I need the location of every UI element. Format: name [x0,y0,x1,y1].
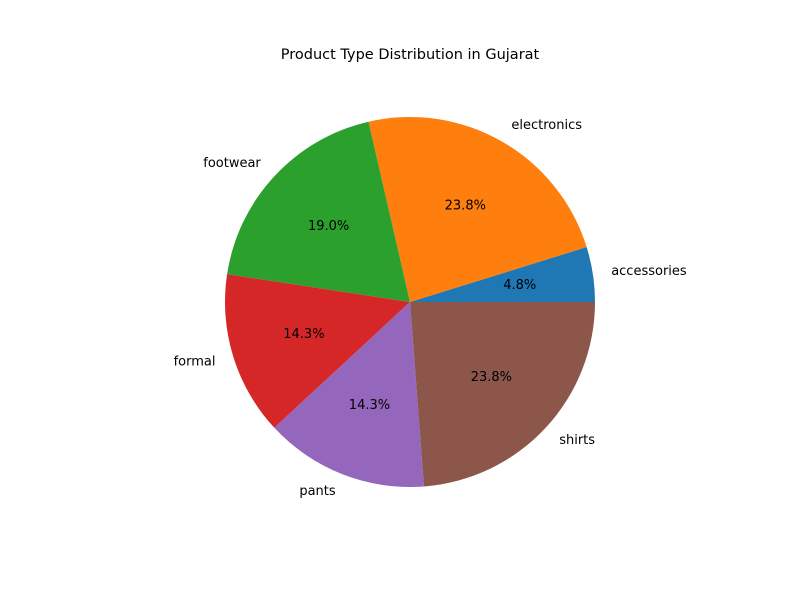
percent-label-pants: 14.3% [349,398,390,413]
percent-label-footwear: 19.0% [308,219,349,234]
slice-label-footwear: footwear [203,156,261,171]
slice-label-accessories: accessories [611,264,687,279]
pie-slice-electronics [368,116,587,302]
pie-slice-shirts [410,302,595,487]
pie-slice-formal [224,274,410,428]
chart-title: Product Type Distribution in Gujarat [280,47,540,63]
percent-label-accessories: 4.8% [503,278,536,293]
percent-label-electronics: 23.8% [445,198,486,213]
slice-label-formal: formal [174,354,216,369]
slice-label-pants: pants [299,484,336,499]
pie-slice-pants [274,302,424,487]
pie-slice-footwear [227,121,410,303]
percent-label-shirts: 23.8% [471,370,512,385]
percent-label-formal: 14.3% [283,327,324,342]
pie-slice-accessories [410,247,595,302]
slice-label-electronics: electronics [511,118,582,133]
slice-label-shirts: shirts [559,433,595,448]
